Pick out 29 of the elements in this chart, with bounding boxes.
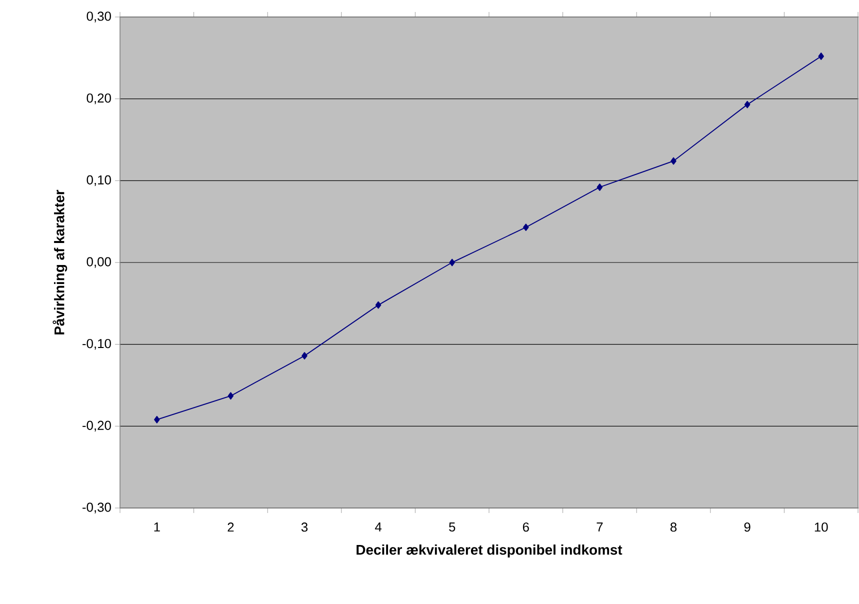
point [596, 184, 603, 191]
point [228, 392, 234, 400]
point [302, 352, 308, 360]
y-tick-label: -0,10 [82, 338, 111, 350]
x-axis-title: Deciler ækvivaleret disponibel indkomst [356, 544, 622, 558]
x-tick-label: 1 [154, 522, 160, 532]
y-tick-label: -0,20 [82, 420, 111, 432]
x-tick-label: 3 [301, 522, 308, 532]
x-tick-label: 8 [670, 522, 677, 532]
point [523, 224, 529, 231]
y-tick-label: 0,20 [86, 93, 111, 104]
x-tick-label: 4 [375, 522, 382, 532]
x-tick-label: 10 [814, 522, 828, 532]
x-tick-label: 9 [744, 522, 750, 532]
x-tick-label: 6 [522, 522, 529, 532]
point [154, 416, 160, 424]
y-axis-title: Påvirkning af karakter [52, 190, 68, 334]
y-tick-label: 0,00 [86, 257, 111, 268]
x-tick-label: 2 [228, 522, 234, 532]
y-tick-label: -0,30 [82, 502, 111, 514]
point [744, 100, 750, 108]
x-tick-label: 7 [596, 522, 603, 532]
x-tick-label: 5 [449, 522, 456, 532]
point [818, 52, 824, 60]
y-tick-label: 0,10 [86, 175, 111, 186]
point [449, 258, 455, 266]
y-tick-label: 0,30 [86, 12, 111, 22]
point [375, 301, 382, 309]
point [670, 157, 676, 165]
